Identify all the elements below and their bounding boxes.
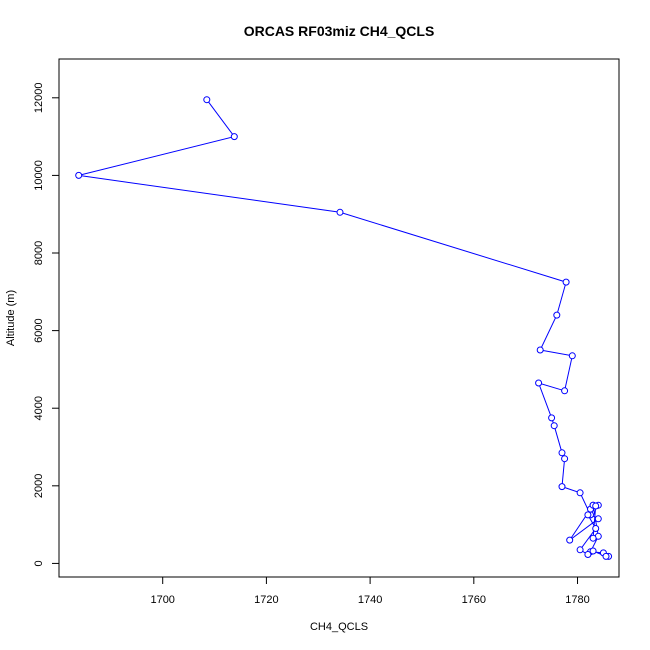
data-point [584, 551, 592, 558]
data-point [75, 171, 83, 179]
data-point [594, 515, 602, 523]
data-point [602, 552, 610, 560]
series-line [78, 99, 611, 557]
data-point [568, 352, 576, 360]
data-point [550, 422, 558, 430]
data-point [548, 414, 556, 422]
data-point [561, 387, 569, 395]
y-axis-label: Altitude (m) [5, 290, 17, 346]
data-point [592, 525, 600, 532]
data-point [336, 208, 344, 216]
data-point [203, 96, 211, 104]
data-point [589, 534, 597, 542]
y-tick-label: 4000 [33, 396, 45, 420]
data-point [584, 511, 592, 519]
data-point [230, 133, 238, 141]
x-axis-label: CH4_QCLS [310, 621, 368, 633]
x-tick-label: 1700 [150, 594, 174, 606]
y-tick-label: 12000 [33, 83, 45, 114]
data-point [562, 278, 570, 286]
plot-frame [58, 58, 620, 578]
data-point [535, 379, 543, 387]
y-tick-label: 8000 [33, 241, 45, 265]
y-tick-label: 0 [33, 560, 45, 566]
data-point [558, 483, 566, 491]
data-point [566, 536, 574, 544]
x-tick-label: 1760 [462, 594, 486, 606]
x-axis: 1700 1720 1740 1760 1780 [150, 577, 590, 606]
data-point [553, 311, 561, 319]
y-tick-label: 2000 [33, 474, 45, 498]
y-axis: 0 2000 4000 6000 8000 10000 12000 [33, 83, 59, 566]
data-point [576, 546, 584, 554]
y-tick-label: 10000 [33, 160, 45, 191]
x-tick-label: 1720 [254, 594, 278, 606]
data-point [536, 346, 544, 354]
x-tick-label: 1740 [358, 594, 382, 606]
y-tick-label: 6000 [33, 318, 45, 342]
data-point [561, 455, 569, 463]
series-layer [75, 96, 613, 560]
data-point [576, 489, 584, 497]
chart-title: ORCAS RF03miz CH4_QCLS [244, 23, 435, 39]
data-point [592, 502, 600, 510]
data-point [589, 547, 597, 555]
data-point [558, 449, 566, 457]
x-tick-label: 1780 [565, 594, 589, 606]
